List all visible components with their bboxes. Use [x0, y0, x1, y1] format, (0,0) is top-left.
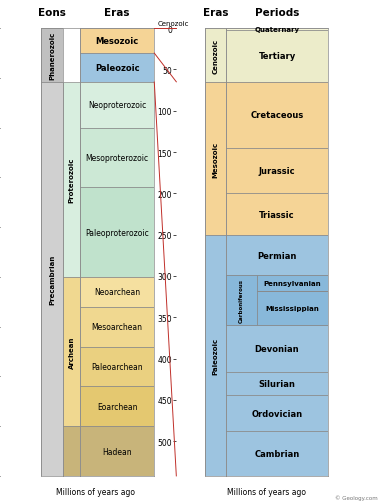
Text: Millions of years ago: Millions of years ago	[56, 487, 135, 496]
Bar	[205, 236, 226, 476]
Bar	[226, 276, 328, 325]
Bar	[41, 83, 63, 476]
Text: Neoarchean: Neoarchean	[94, 288, 140, 297]
Text: Quaternary: Quaternary	[255, 27, 299, 33]
Text: Cambrian: Cambrian	[254, 449, 300, 458]
Text: Paleozoic: Paleozoic	[95, 64, 139, 73]
Text: Devonian: Devonian	[255, 344, 299, 353]
Text: Triassic: Triassic	[259, 210, 295, 219]
Text: Eras: Eras	[203, 8, 228, 18]
Bar	[80, 188, 154, 278]
Bar	[80, 278, 154, 307]
Bar	[226, 431, 328, 476]
Text: Phanerozoic: Phanerozoic	[49, 32, 55, 80]
Text: Mesoarchean: Mesoarchean	[92, 323, 143, 332]
Text: Mississippian: Mississippian	[266, 305, 319, 311]
Bar	[226, 83, 328, 149]
Text: Neoproterozoic: Neoproterozoic	[88, 101, 146, 110]
Bar	[226, 395, 328, 431]
Bar	[205, 29, 226, 83]
Text: Paleoarchean: Paleoarchean	[92, 362, 143, 371]
Bar	[256, 291, 328, 325]
Bar	[226, 194, 328, 236]
Text: Archean: Archean	[69, 336, 74, 368]
Bar	[226, 236, 328, 276]
Bar	[80, 83, 154, 128]
Bar	[256, 276, 328, 291]
Text: Ordovician: Ordovician	[252, 409, 302, 418]
Bar	[80, 128, 154, 188]
Bar	[226, 149, 328, 194]
Text: Pennsylvanian: Pennsylvanian	[264, 281, 321, 287]
Bar	[63, 83, 80, 278]
Text: Eoarchean: Eoarchean	[97, 402, 138, 411]
Text: Tertiary: Tertiary	[258, 52, 296, 61]
Text: Precambrian: Precambrian	[49, 255, 55, 305]
Bar	[80, 307, 154, 347]
Text: Jurassic: Jurassic	[259, 167, 295, 176]
Bar	[226, 31, 328, 83]
Bar	[226, 325, 328, 372]
Bar	[63, 278, 80, 426]
Text: © Geology.com: © Geology.com	[336, 494, 378, 500]
Bar	[80, 387, 154, 426]
Bar	[63, 426, 80, 476]
Text: Eons: Eons	[38, 8, 66, 18]
Bar	[226, 29, 328, 31]
Bar	[226, 276, 256, 325]
Text: Millions of years ago: Millions of years ago	[227, 487, 306, 496]
Text: Eras: Eras	[105, 8, 130, 18]
Text: Silurian: Silurian	[258, 379, 296, 388]
Text: Cenozoic: Cenozoic	[158, 21, 190, 27]
Text: Mesozoic: Mesozoic	[212, 141, 218, 177]
Bar	[41, 29, 63, 83]
Text: Cenozoic: Cenozoic	[212, 39, 218, 73]
Text: Paleozoic: Paleozoic	[212, 338, 218, 375]
Text: Cretaceous: Cretaceous	[250, 111, 304, 120]
Text: Proterozoic: Proterozoic	[69, 157, 74, 203]
Text: Periods: Periods	[255, 8, 299, 18]
Bar	[80, 347, 154, 387]
Bar	[80, 29, 154, 54]
Text: Paleoproterozoic: Paleoproterozoic	[86, 228, 149, 237]
Bar	[205, 83, 226, 236]
Text: Mesoproterozoic: Mesoproterozoic	[86, 154, 149, 163]
Bar	[80, 54, 154, 83]
Bar	[80, 426, 154, 476]
Text: Hadean: Hadean	[103, 446, 132, 455]
Bar	[226, 372, 328, 395]
Text: Mesozoic: Mesozoic	[96, 37, 139, 46]
Text: Carboniferous: Carboniferous	[239, 279, 244, 322]
Text: Permian: Permian	[257, 252, 297, 261]
